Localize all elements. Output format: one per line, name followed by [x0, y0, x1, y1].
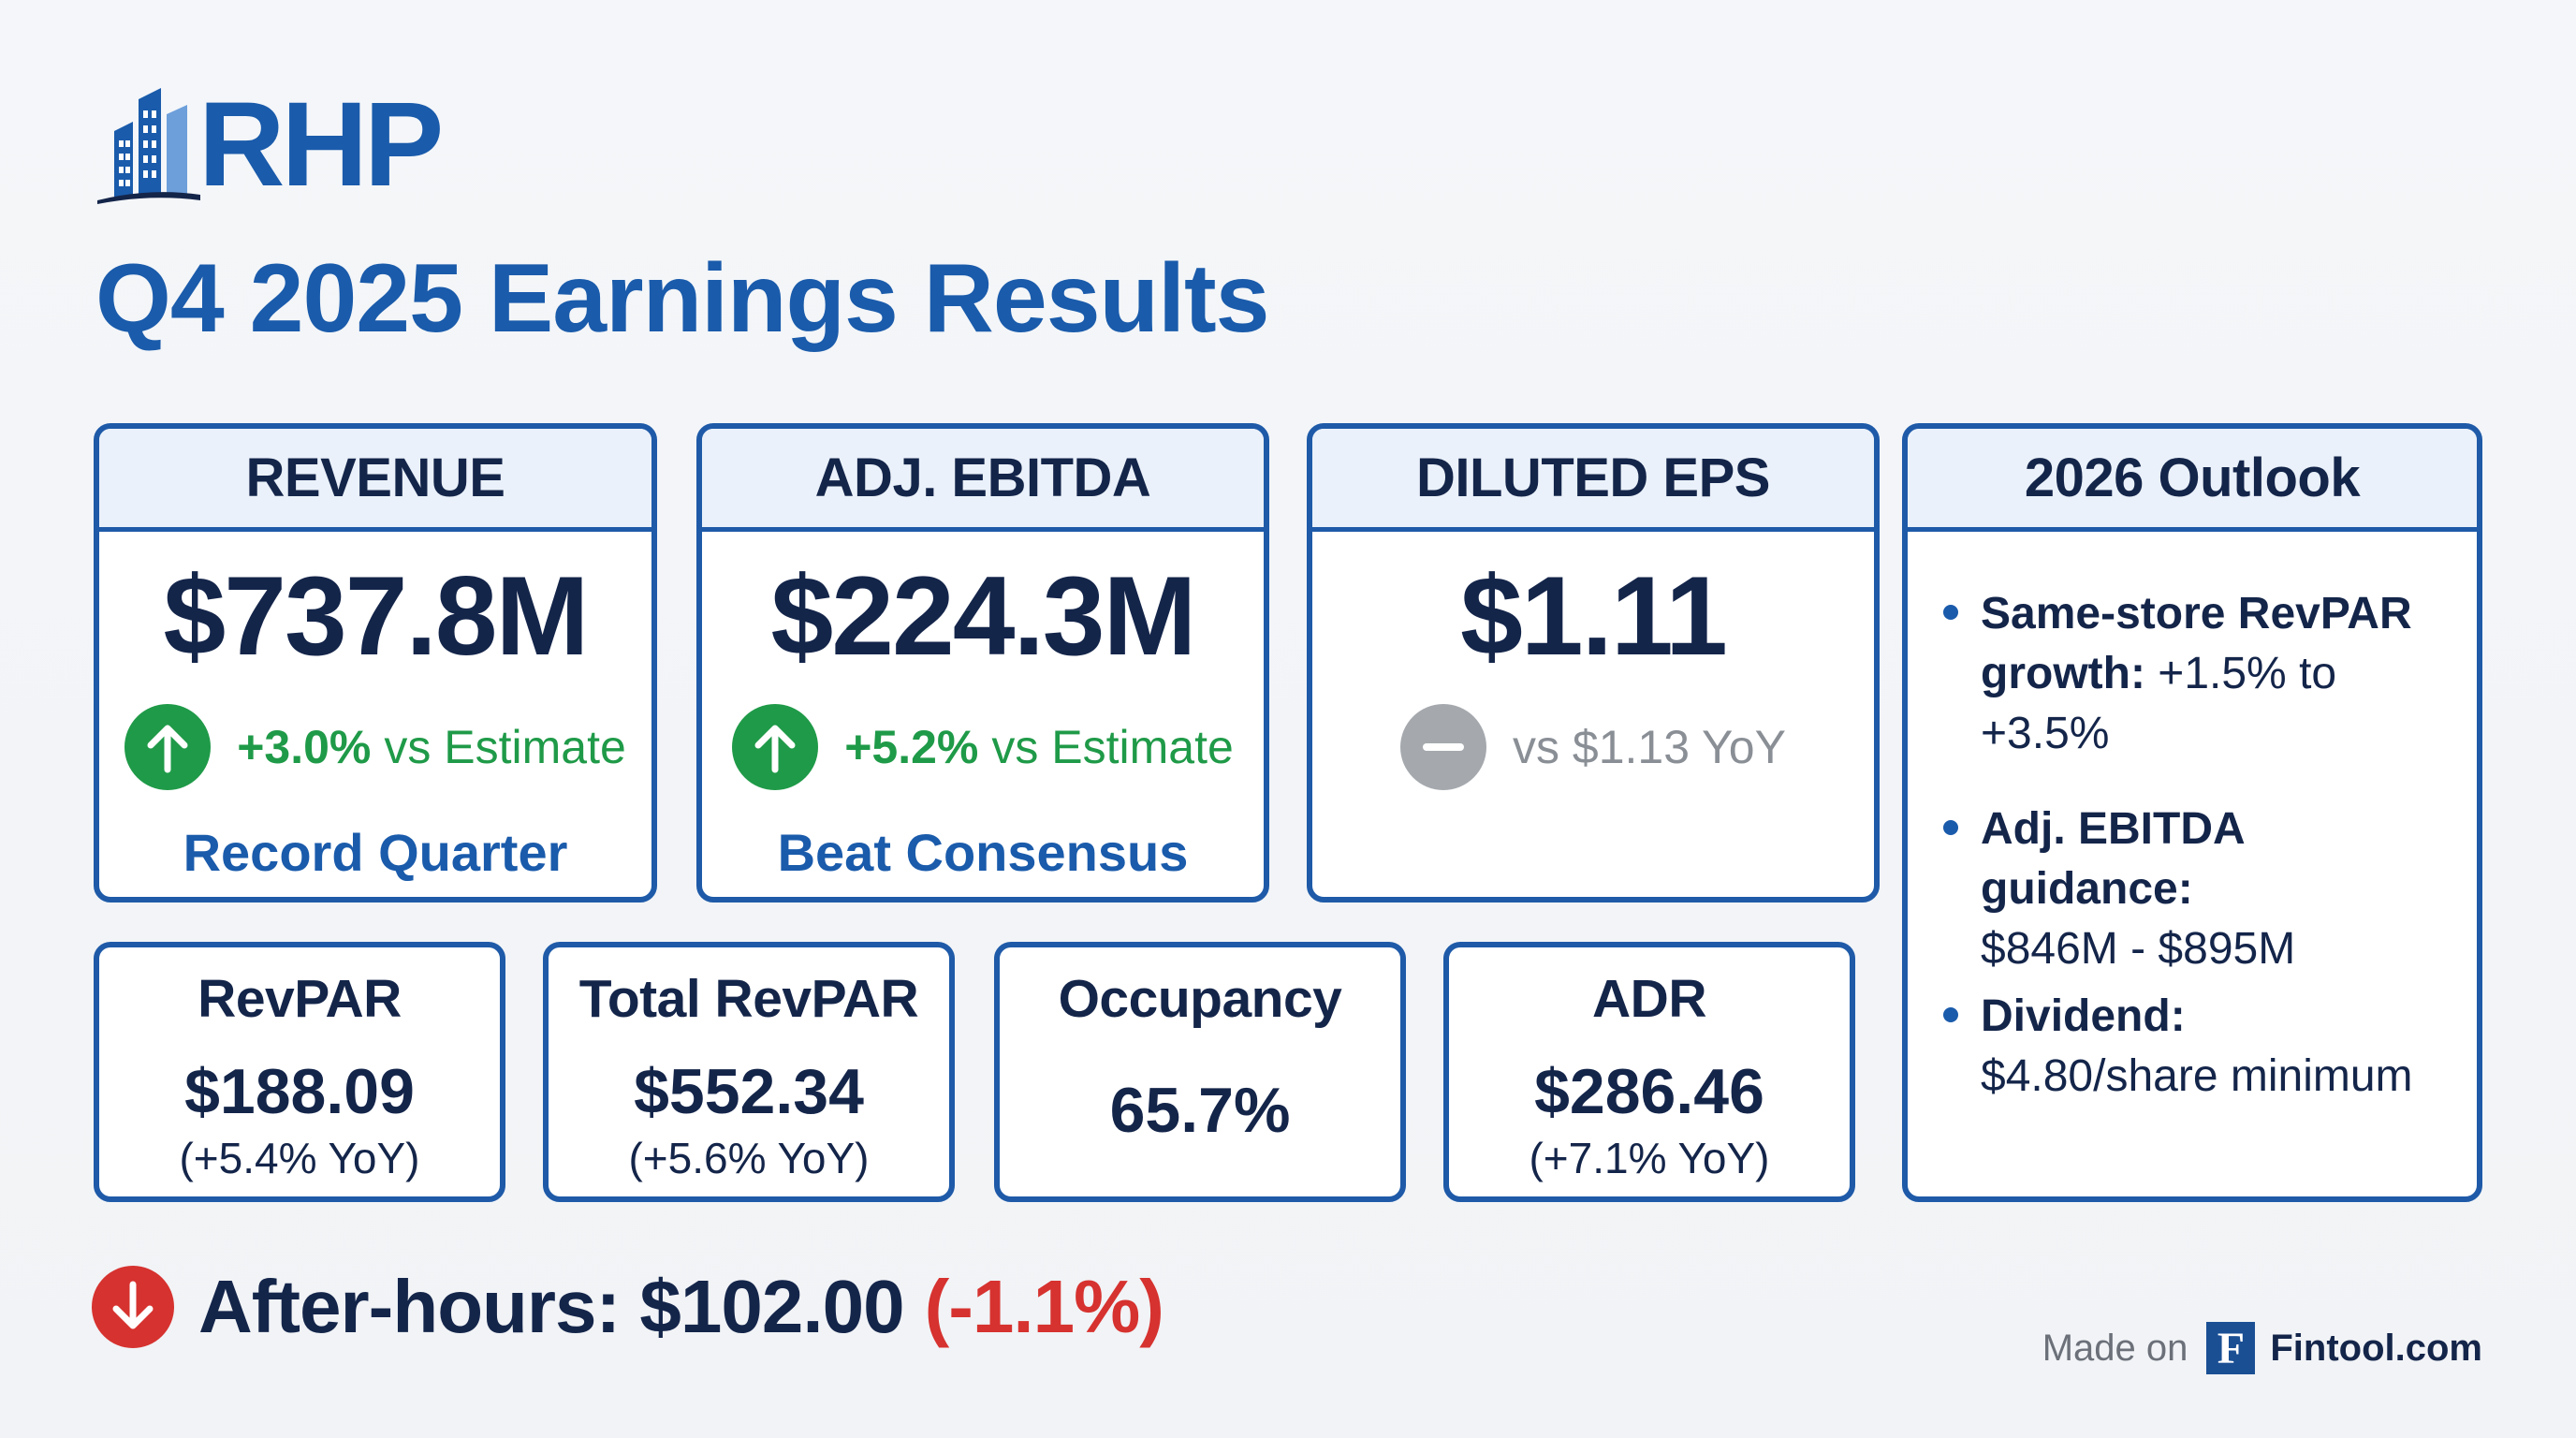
- outlook-item-value: +1.5% to +3.5%: [1981, 649, 2337, 758]
- revenue-comparison: +3.0% vs Estimate: [99, 700, 651, 794]
- adj-ebitda-value: $224.3M: [770, 553, 1197, 679]
- after-hours-price: After-hours: $102.00: [198, 1265, 905, 1348]
- outlook-item: Adj. EBITDA guidance: $846M - $895M: [1943, 800, 2464, 979]
- metric-label: ADR: [1592, 969, 1707, 1029]
- total-revpar-card: Total RevPAR $552.34 (+5.6% YoY): [543, 942, 955, 1202]
- logo-text: RHP: [198, 78, 444, 212]
- comparison-text: vs Estimate: [384, 721, 626, 773]
- outlook-item-value: $4.80/share minimum: [1981, 1051, 2413, 1101]
- comparison-text: vs $1.13 YoY: [1513, 721, 1786, 773]
- metric-value: $552.34: [634, 1056, 864, 1127]
- after-hours-change: (-1.1%): [924, 1265, 1164, 1348]
- minus-icon: [1400, 704, 1487, 790]
- revpar-card: RevPAR $188.09 (+5.4% YoY): [94, 942, 505, 1202]
- after-hours-quote: After-hours: $102.00 (-1.1%): [92, 1264, 1164, 1350]
- arrow-up-icon: [124, 704, 212, 790]
- metric-label: Occupancy: [1058, 969, 1342, 1029]
- outlook-item-label: Dividend:: [1981, 991, 2186, 1041]
- metric-change: (+5.4% YoY): [179, 1134, 420, 1182]
- metric-change: (+5.6% YoY): [628, 1134, 870, 1182]
- card-header: DILUTED EPS: [1312, 429, 1874, 532]
- card-tagline: Beat Consensus: [777, 823, 1189, 882]
- metric-change: (+7.1% YoY): [1529, 1134, 1770, 1182]
- change-percent: +3.0%: [237, 721, 372, 773]
- metric-value: $188.09: [184, 1056, 415, 1127]
- card-header: ADJ. EBITDA: [702, 429, 1264, 532]
- comparison-text: vs Estimate: [991, 721, 1234, 773]
- arrow-down-icon: [92, 1266, 174, 1348]
- outlook-item-label: Adj. EBITDA guidance:: [1981, 804, 2244, 914]
- revenue-value: $737.8M: [163, 553, 590, 679]
- card-tagline: Record Quarter: [183, 823, 568, 882]
- page-title: Q4 2025 Earnings Results: [95, 244, 1269, 353]
- outlook-item: Same-store RevPAR growth: +1.5% to +3.5%: [1943, 584, 2464, 764]
- change-percent: +5.2%: [844, 721, 979, 773]
- card-header: REVENUE: [99, 429, 651, 532]
- outlook-item: Dividend: $4.80/share minimum: [1943, 987, 2464, 1107]
- outlook-item-value: $846M - $895M: [1981, 924, 2296, 974]
- diluted-eps-value: $1.11: [1460, 553, 1728, 679]
- outlook-item-label: Same-store RevPAR growth:: [1981, 589, 2412, 698]
- adr-card: ADR $286.46 (+7.1% YoY): [1443, 942, 1855, 1202]
- metric-label: RevPAR: [198, 969, 402, 1029]
- metric-value: 65.7%: [1109, 1075, 1291, 1146]
- metric-value: $286.46: [1534, 1056, 1764, 1127]
- metric-label: Total RevPAR: [578, 969, 919, 1029]
- outlook-card: 2026 Outlook Same-store RevPAR growth: +…: [1902, 423, 2482, 1202]
- occupancy-card: Occupancy 65.7%: [994, 942, 1406, 1202]
- company-logo: RHP: [94, 78, 444, 212]
- made-on-text: Made on: [2042, 1327, 2188, 1369]
- adj-ebitda-card: ADJ. EBITDA $224.3M +5.2% vs Estimate Be…: [696, 423, 1269, 902]
- revenue-card: REVENUE $737.8M +3.0% vs Estimate Record…: [94, 423, 657, 902]
- diluted-eps-comparison: vs $1.13 YoY: [1312, 700, 1874, 794]
- diluted-eps-card: DILUTED EPS $1.11 vs $1.13 YoY: [1307, 423, 1880, 902]
- arrow-up-icon: [732, 704, 819, 790]
- made-on-attribution: Made on F Fintool.com: [2042, 1322, 2482, 1374]
- fintool-link[interactable]: Fintool.com: [2270, 1327, 2482, 1369]
- card-header: 2026 Outlook: [1908, 429, 2477, 532]
- building-icon: [97, 88, 200, 204]
- fintool-logo-icon: F: [2206, 1322, 2256, 1374]
- adj-ebitda-comparison: +5.2% vs Estimate: [702, 700, 1264, 794]
